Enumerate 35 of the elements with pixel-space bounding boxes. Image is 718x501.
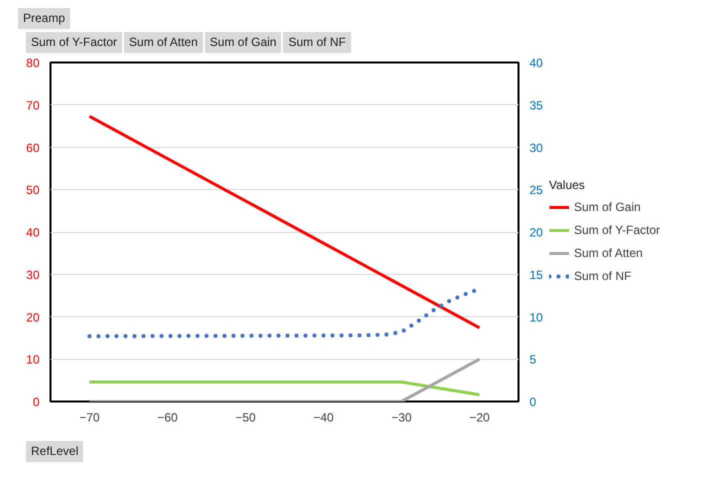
y-tick-label: 80 bbox=[26, 56, 40, 70]
y2-tick-label: 0 bbox=[530, 395, 536, 409]
text: Sum of Y-Factor bbox=[26, 32, 122, 54]
y2-tick-label: 40 bbox=[530, 56, 544, 70]
y-tick-label: 30 bbox=[26, 268, 40, 282]
y-tick-label: 70 bbox=[26, 98, 40, 112]
y-tick-label: 50 bbox=[26, 183, 40, 198]
x-tick-label: −30 bbox=[391, 410, 412, 424]
y2-tick-label: 25 bbox=[530, 183, 544, 198]
y2-tick-label: 30 bbox=[530, 140, 544, 155]
x-tick-label: −60 bbox=[157, 410, 178, 424]
x-tick-label: −40 bbox=[313, 410, 334, 424]
y-tick-label: 20 bbox=[26, 310, 40, 324]
y2-tick-label: 5 bbox=[530, 352, 536, 367]
text: Sum of NF bbox=[283, 32, 351, 54]
x-tick-label: −70 bbox=[79, 410, 100, 424]
legend-title: Values bbox=[549, 178, 586, 192]
x-tick-label: −50 bbox=[235, 410, 256, 424]
legend-label: Sum of Gain bbox=[574, 200, 641, 214]
text: Sum of Atten bbox=[124, 32, 203, 54]
y2-tick-label: 20 bbox=[530, 226, 544, 240]
y-tick-label: 0 bbox=[32, 395, 40, 409]
y-tick-label: 40 bbox=[26, 226, 40, 240]
x-tick-label: −20 bbox=[469, 410, 490, 424]
legend-label: Sum of NF bbox=[574, 268, 632, 282]
text: RefLevel bbox=[26, 441, 84, 462]
text: Preamp bbox=[18, 8, 70, 30]
y-tick-label: 10 bbox=[26, 352, 40, 367]
y2-tick-label: 35 bbox=[530, 98, 544, 112]
text: Sum of Gain bbox=[204, 32, 282, 54]
y2-tick-label: 15 bbox=[530, 268, 544, 282]
legend-label: Sum of Y-Factor bbox=[574, 222, 660, 236]
y-tick-label: 60 bbox=[26, 140, 40, 155]
y2-tick-label: 10 bbox=[530, 310, 544, 324]
legend-label: Sum of Atten bbox=[574, 246, 643, 260]
